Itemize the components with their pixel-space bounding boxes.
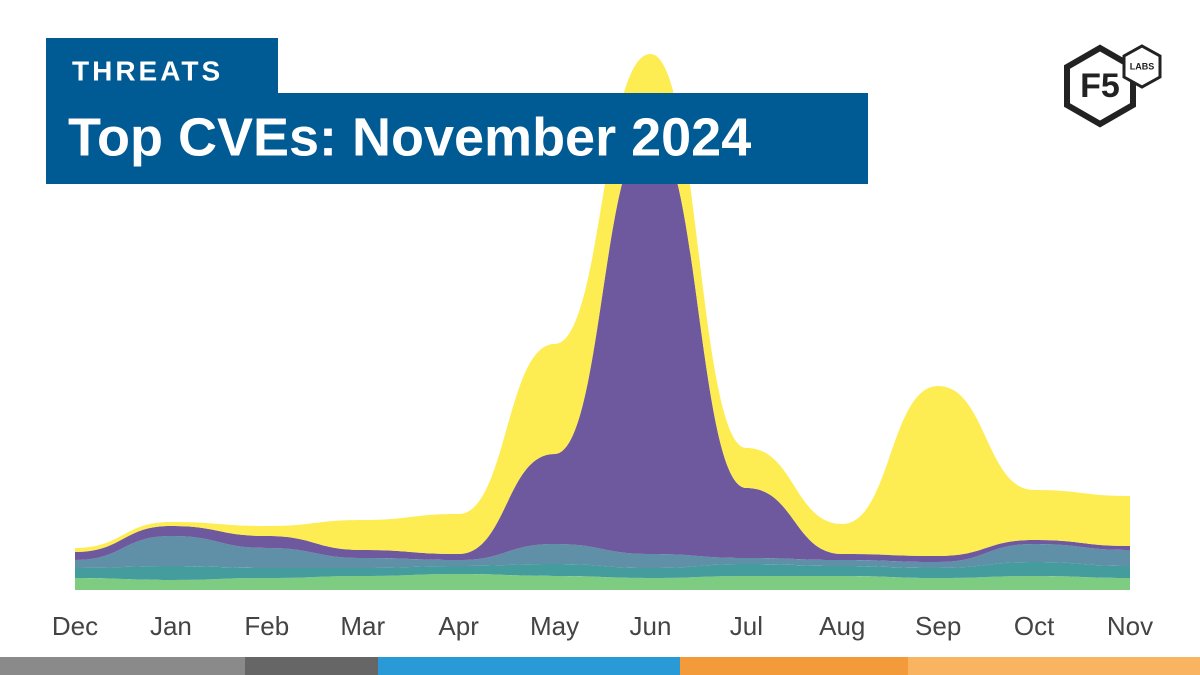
stream-area [75,562,1130,580]
stripe [908,657,1200,675]
logo-small-hexagon [1122,44,1162,89]
title-box [46,93,868,184]
x-tick-label: Oct [1014,611,1055,641]
title: Top CVEs: November 2024 [68,107,751,167]
x-tick-label: Apr [438,611,479,641]
stripe [245,657,378,675]
logo-sub: LABS [1130,61,1155,71]
x-tick-label: Jul [730,611,763,641]
x-tick-label: Nov [1107,611,1153,641]
x-tick-label: Aug [819,611,865,641]
x-tick-label: Feb [244,611,289,641]
stripe [680,657,908,675]
x-tick-label: May [530,611,579,641]
stream-area [75,134,1130,562]
stream-area [75,574,1130,590]
x-tick-label: Jan [150,611,192,641]
stripe [0,657,245,675]
logo: F5 LABS [1064,44,1162,128]
footer-stripes [0,657,1200,675]
stream-chart: Dec Jan Feb Mar Apr May Jun Jul Aug Sep Oct Nov [52,54,1153,641]
x-tick-label: Mar [340,611,385,641]
x-tick-label: Jun [629,611,671,641]
x-tick-label: Dec [52,611,98,641]
stream-area [75,54,1130,556]
stream-area [75,536,1130,568]
logo-mark: F5 [1080,67,1120,105]
stripe [378,657,680,675]
kicker-box [46,38,278,94]
x-tick-label: Sep [915,611,961,641]
kicker: THREATS [72,55,223,86]
